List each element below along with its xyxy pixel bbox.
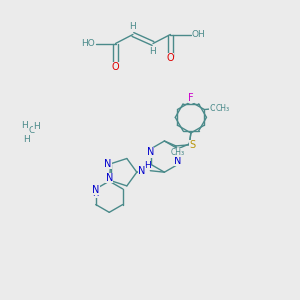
- Text: H: H: [93, 189, 99, 198]
- Text: O: O: [167, 53, 174, 63]
- Text: CH₃: CH₃: [215, 104, 230, 113]
- Text: N: N: [92, 184, 99, 194]
- Text: N: N: [174, 156, 182, 166]
- Text: C: C: [28, 126, 34, 135]
- Text: H: H: [34, 122, 40, 131]
- Text: H: H: [22, 121, 28, 130]
- Text: H: H: [150, 47, 156, 56]
- Text: H: H: [130, 22, 136, 31]
- Text: S: S: [190, 140, 196, 150]
- Text: N: N: [104, 159, 111, 169]
- Text: HO: HO: [81, 39, 94, 48]
- Text: OH: OH: [192, 30, 206, 39]
- Text: O: O: [112, 62, 119, 72]
- Text: N: N: [147, 147, 154, 158]
- Text: O: O: [209, 104, 216, 113]
- Text: H: H: [145, 161, 151, 170]
- Text: CH₃: CH₃: [170, 148, 184, 157]
- Text: N: N: [138, 166, 146, 176]
- Text: H: H: [23, 135, 29, 144]
- Text: N: N: [106, 173, 113, 183]
- Text: F: F: [188, 93, 194, 103]
